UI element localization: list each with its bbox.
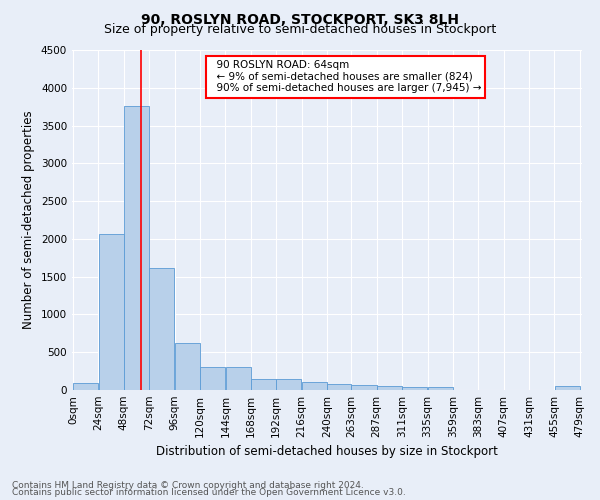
Bar bbox=[98, 234, 124, 390]
Bar bbox=[402, 386, 427, 390]
Text: Contains public sector information licensed under the Open Government Licence v3: Contains public sector information licen… bbox=[12, 488, 406, 497]
Bar bbox=[149, 268, 175, 390]
Bar bbox=[428, 387, 453, 390]
Bar bbox=[175, 343, 200, 390]
X-axis label: Distribution of semi-detached houses by size in Stockport: Distribution of semi-detached houses by … bbox=[156, 446, 498, 458]
Text: 90 ROSLYN ROAD: 64sqm
  ← 9% of semi-detached houses are smaller (824)
  90% of : 90 ROSLYN ROAD: 64sqm ← 9% of semi-detac… bbox=[210, 60, 481, 94]
Bar bbox=[554, 386, 580, 390]
Y-axis label: Number of semi-detached properties: Number of semi-detached properties bbox=[22, 110, 35, 330]
Bar bbox=[226, 366, 251, 390]
Bar bbox=[327, 384, 351, 390]
Bar bbox=[124, 106, 149, 390]
Bar bbox=[352, 386, 377, 390]
Bar bbox=[251, 378, 276, 390]
Bar bbox=[277, 378, 301, 390]
Bar bbox=[377, 386, 402, 390]
Bar bbox=[302, 382, 327, 390]
Text: 90, ROSLYN ROAD, STOCKPORT, SK3 8LH: 90, ROSLYN ROAD, STOCKPORT, SK3 8LH bbox=[141, 12, 459, 26]
Bar bbox=[73, 383, 98, 390]
Text: Size of property relative to semi-detached houses in Stockport: Size of property relative to semi-detach… bbox=[104, 22, 496, 36]
Bar bbox=[200, 368, 225, 390]
Text: Contains HM Land Registry data © Crown copyright and database right 2024.: Contains HM Land Registry data © Crown c… bbox=[12, 480, 364, 490]
